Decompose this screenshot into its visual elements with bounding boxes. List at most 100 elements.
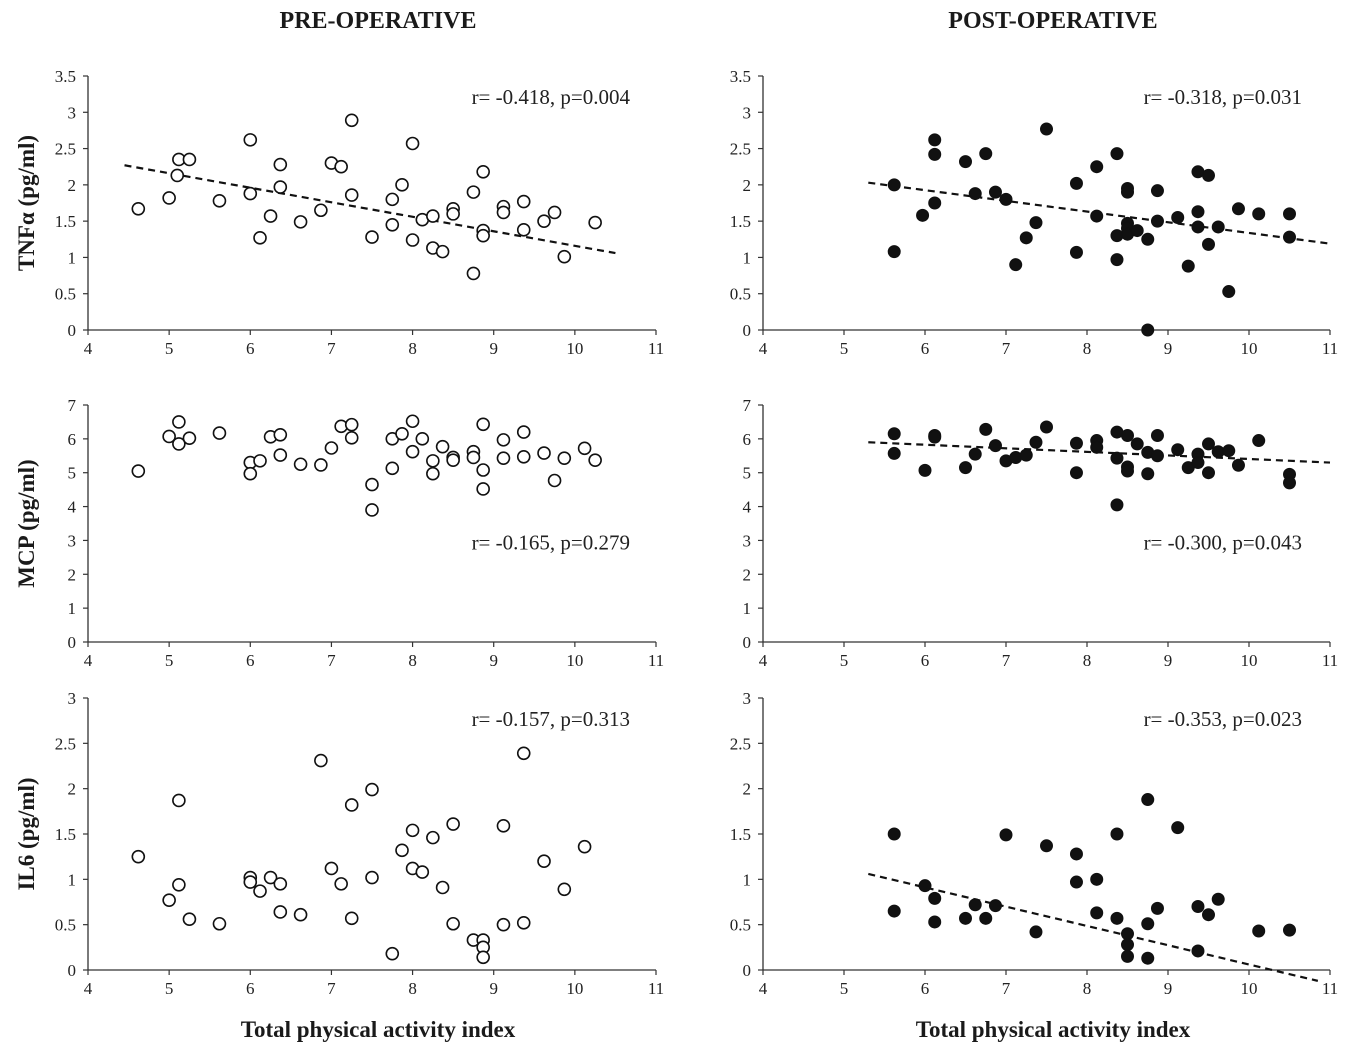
data-point (365, 503, 379, 517)
y-tick-label: 2.5 (730, 140, 751, 159)
x-tick-label: 7 (327, 651, 336, 670)
data-point (1090, 906, 1104, 920)
data-point (557, 882, 572, 897)
data-point (887, 427, 901, 441)
data-point (415, 865, 430, 879)
data-point (172, 877, 186, 892)
data-point (212, 426, 227, 440)
x-tick-label: 8 (408, 979, 417, 998)
data-point (405, 233, 420, 247)
x-tick-label: 5 (165, 979, 174, 998)
data-point (577, 839, 592, 854)
data-point (476, 463, 490, 477)
data-point (344, 911, 359, 926)
data-point (314, 753, 328, 768)
x-tick-label: 11 (648, 651, 664, 670)
data-point (496, 819, 511, 833)
data-point (476, 228, 490, 243)
data-point (1040, 839, 1053, 853)
data-point (395, 178, 409, 192)
x-tick-label: 4 (759, 339, 768, 358)
data-point (959, 461, 972, 475)
y-tick-label: 3.5 (55, 67, 76, 86)
data-point (1150, 184, 1164, 198)
data-point (1121, 938, 1134, 952)
y-tick-label: 2 (68, 176, 77, 195)
data-point (999, 192, 1013, 206)
data-point (1130, 437, 1144, 451)
data-point (253, 884, 267, 898)
data-point (1191, 900, 1205, 914)
data-point (1121, 428, 1134, 442)
data-point (1040, 122, 1053, 136)
panel-1-post: 4 5 6 7 8 9 10 11 0 0.5 1 1.5 2 2.5 3 3.5 r= -0.318, p=0… (730, 67, 1338, 358)
data-point (1141, 917, 1155, 931)
data-point (253, 454, 267, 468)
data-point (1040, 420, 1053, 434)
x-tick-label: 8 (408, 651, 417, 670)
correlation-annotation: r= -0.157, p=0.313 (472, 707, 630, 731)
x-tick-label: 7 (327, 979, 336, 998)
data-point (344, 417, 359, 432)
data-point (1283, 207, 1296, 221)
x-tick-label: 8 (1083, 339, 1092, 358)
data-point (1141, 467, 1155, 481)
y-tick-label: 3 (743, 531, 752, 550)
x-tick-label: 4 (84, 979, 93, 998)
data-point (918, 879, 932, 893)
data-point (928, 147, 942, 161)
data-point (516, 194, 531, 209)
data-point (999, 828, 1013, 842)
data-point (1141, 951, 1155, 965)
x-tick-label: 8 (1083, 651, 1092, 670)
panel-2-post: 4 5 6 7 8 9 10 11 0 1 2 3 4 5 6 7 r= -0.300, p=0.043 (743, 396, 1339, 670)
y-tick-label: 6 (743, 430, 752, 449)
correlation-annotation: r= -0.353, p=0.023 (1144, 707, 1302, 731)
x-tick-label: 6 (921, 339, 930, 358)
y-axis-title: MCP (pg/ml) (14, 459, 39, 587)
data-point (959, 911, 972, 925)
data-point (1141, 232, 1155, 246)
panel-3-pre: 4 5 6 7 8 9 10 11 0 0.5 1 1.5 2 2.5 3 IL6 (pg/ml) r= -0.… (14, 689, 664, 998)
data-point (365, 230, 379, 244)
x-tick-label: 9 (1164, 979, 1173, 998)
y-tick-label: 0 (68, 321, 77, 340)
x-tick-label: 9 (489, 339, 498, 358)
data-point (212, 916, 227, 931)
data-point (988, 439, 1002, 453)
x-tick-label: 11 (1322, 339, 1338, 358)
y-tick-label: 2 (68, 780, 77, 799)
data-point (1121, 185, 1134, 199)
x-tick-label: 9 (1164, 651, 1173, 670)
data-point (1231, 458, 1245, 472)
data-point (1202, 237, 1215, 251)
data-point (516, 746, 531, 761)
y-tick-label: 5 (743, 464, 752, 483)
data-point (968, 187, 982, 201)
data-point (405, 823, 420, 838)
data-point (324, 861, 339, 876)
data-point (1110, 451, 1124, 465)
data-point (988, 185, 1002, 199)
data-point (1029, 925, 1043, 939)
correlation-annotation: r= -0.300, p=0.043 (1144, 531, 1302, 555)
data-point (537, 854, 551, 869)
y-tick-label: 7 (743, 396, 752, 415)
data-point (182, 431, 197, 445)
y-tick-label: 2 (68, 565, 77, 584)
data-point (476, 950, 490, 965)
data-point (273, 157, 288, 172)
data-point (172, 437, 186, 451)
data-point (243, 466, 258, 481)
data-point (1121, 464, 1134, 478)
y-tick-label: 0.5 (730, 285, 751, 304)
data-point (588, 215, 602, 230)
data-point (547, 205, 562, 220)
data-point (1202, 168, 1215, 182)
data-point (344, 431, 359, 445)
data-point (1171, 821, 1185, 835)
data-point (426, 830, 440, 845)
data-point (212, 194, 227, 208)
y-tick-label: 1 (743, 599, 752, 618)
